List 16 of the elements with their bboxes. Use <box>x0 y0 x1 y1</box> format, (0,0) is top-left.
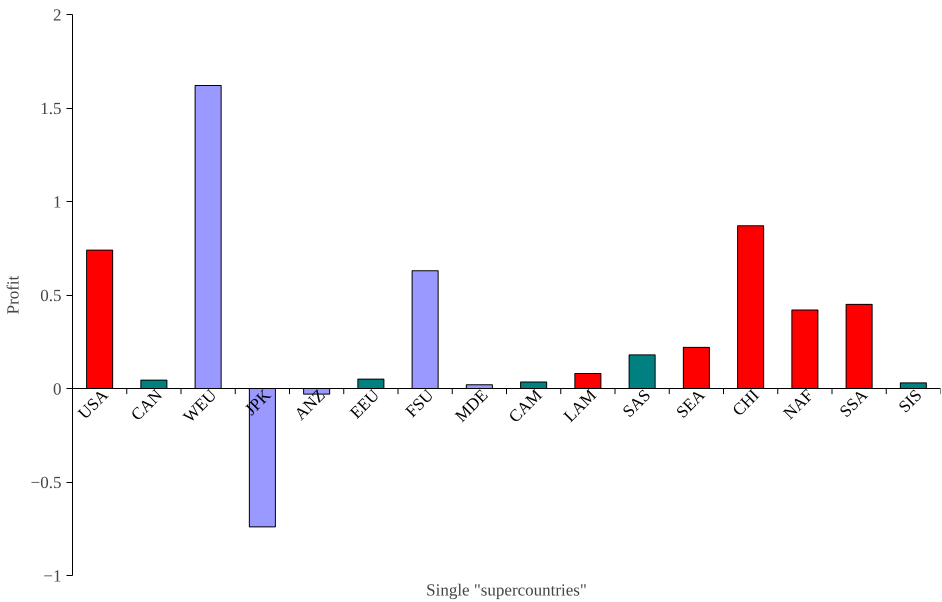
x-tick-label: USA <box>74 385 112 424</box>
y-tick-label: 1 <box>53 192 62 212</box>
y-tick-label: 2 <box>53 6 62 24</box>
x-tick-label: SAS <box>618 386 654 422</box>
y-tick-label: 0.5 <box>40 286 62 305</box>
x-tick-label: SEA <box>672 385 710 422</box>
y-tick-label: −1 <box>43 566 62 586</box>
y-tick-label: 1.5 <box>40 99 62 118</box>
x-tick-label: SIS <box>894 386 926 416</box>
y-axis-title: Profit <box>4 275 23 314</box>
x-tick-label: JPK <box>241 385 276 419</box>
x-axis-title: Single "supercountries" <box>426 580 587 600</box>
x-tick-label: CHI <box>728 385 764 420</box>
y-tick-label: 0 <box>53 380 62 398</box>
x-tick-label: SSA <box>836 385 872 422</box>
y-tick-label: −0.5 <box>30 473 62 492</box>
